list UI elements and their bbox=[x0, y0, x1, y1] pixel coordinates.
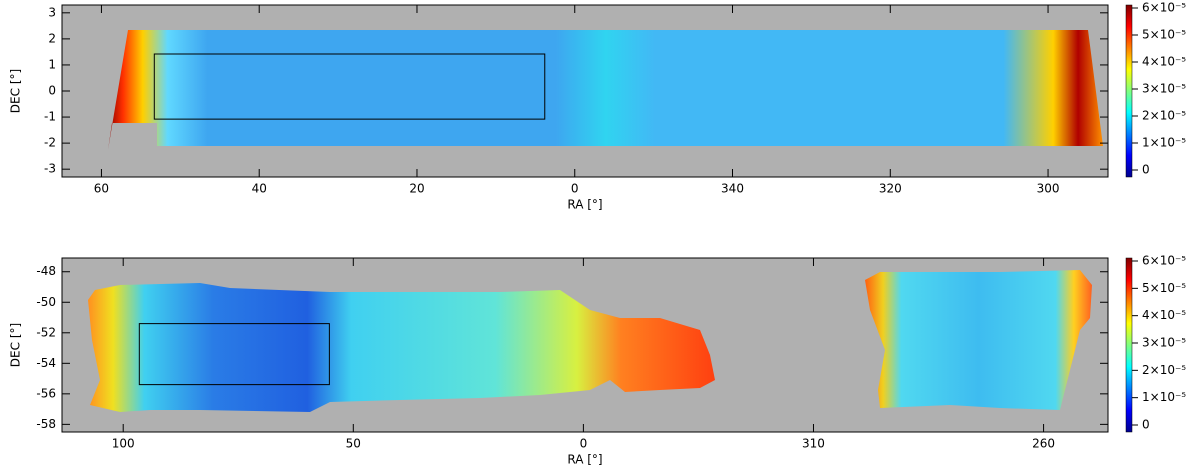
colorbar-tick-label: 3×10⁻⁵ bbox=[1142, 82, 1186, 96]
colorbar-tick-label: 2×10⁻⁵ bbox=[1142, 109, 1186, 123]
y-tick-label: -58 bbox=[36, 417, 56, 431]
region-box bbox=[138, 323, 330, 386]
x-axis-label: RA [°] bbox=[567, 453, 602, 467]
x-tick-label: 340 bbox=[721, 182, 744, 196]
x-tick-label: 260 bbox=[1032, 437, 1055, 451]
x-tick-label: 0 bbox=[580, 437, 588, 451]
coverage-map bbox=[108, 30, 1103, 150]
y-tick-label: -2 bbox=[44, 136, 56, 150]
colorbar-tick-label: 1×10⁻⁵ bbox=[1142, 136, 1186, 150]
y-tick-label: 3 bbox=[48, 5, 56, 19]
colorbar-tick-label: 0 bbox=[1142, 163, 1150, 177]
x-tick-label: 20 bbox=[409, 182, 424, 196]
x-tick-label: 100 bbox=[112, 437, 135, 451]
coverage-map bbox=[865, 270, 1092, 410]
x-axis-label: RA [°] bbox=[567, 198, 602, 212]
y-tick-label: -56 bbox=[36, 386, 56, 400]
x-tick-label: 0 bbox=[571, 182, 579, 196]
x-tick-label: 40 bbox=[252, 182, 267, 196]
coverage-map bbox=[88, 283, 715, 412]
y-axis-label: DEC [°] bbox=[9, 323, 23, 367]
axes-frame bbox=[61, 257, 1109, 433]
colorbar-tick-label: 4×10⁻⁵ bbox=[1142, 308, 1186, 322]
colorbar-tick-label: 4×10⁻⁵ bbox=[1142, 55, 1186, 69]
x-tick-label: 300 bbox=[1037, 182, 1060, 196]
x-tick-label: 310 bbox=[802, 437, 825, 451]
x-tick-label: 60 bbox=[94, 182, 109, 196]
colorbar-tick-label: 1×10⁻⁵ bbox=[1142, 390, 1186, 404]
y-tick-label: -3 bbox=[44, 162, 56, 176]
x-tick-label: 320 bbox=[879, 182, 902, 196]
y-axis-label: DEC [°] bbox=[9, 69, 23, 113]
colorbar bbox=[1125, 4, 1133, 178]
y-tick-label: 1 bbox=[48, 57, 56, 71]
colorbar-tick-label: 5×10⁻⁵ bbox=[1142, 281, 1186, 295]
y-tick-label: 0 bbox=[48, 84, 56, 98]
colorbar-tick-label: 6×10⁻⁵ bbox=[1142, 254, 1186, 268]
colorbar-tick-label: 0 bbox=[1142, 418, 1150, 432]
y-tick-label: -50 bbox=[36, 295, 56, 309]
x-tick-label: 50 bbox=[346, 437, 361, 451]
y-tick-label: -48 bbox=[36, 264, 56, 278]
colorbar bbox=[1125, 257, 1133, 433]
colorbar-tick-label: 6×10⁻⁵ bbox=[1142, 1, 1186, 15]
colorbar-tick-label: 3×10⁻⁵ bbox=[1142, 336, 1186, 350]
colorbar-tick-label: 2×10⁻⁵ bbox=[1142, 363, 1186, 377]
y-tick-label: 2 bbox=[48, 31, 56, 45]
region-box bbox=[153, 53, 546, 120]
y-tick-label: -52 bbox=[36, 325, 56, 339]
colorbar-tick-label: 5×10⁻⁵ bbox=[1142, 28, 1186, 42]
y-tick-label: -54 bbox=[36, 356, 56, 370]
y-tick-label: -1 bbox=[44, 110, 56, 124]
